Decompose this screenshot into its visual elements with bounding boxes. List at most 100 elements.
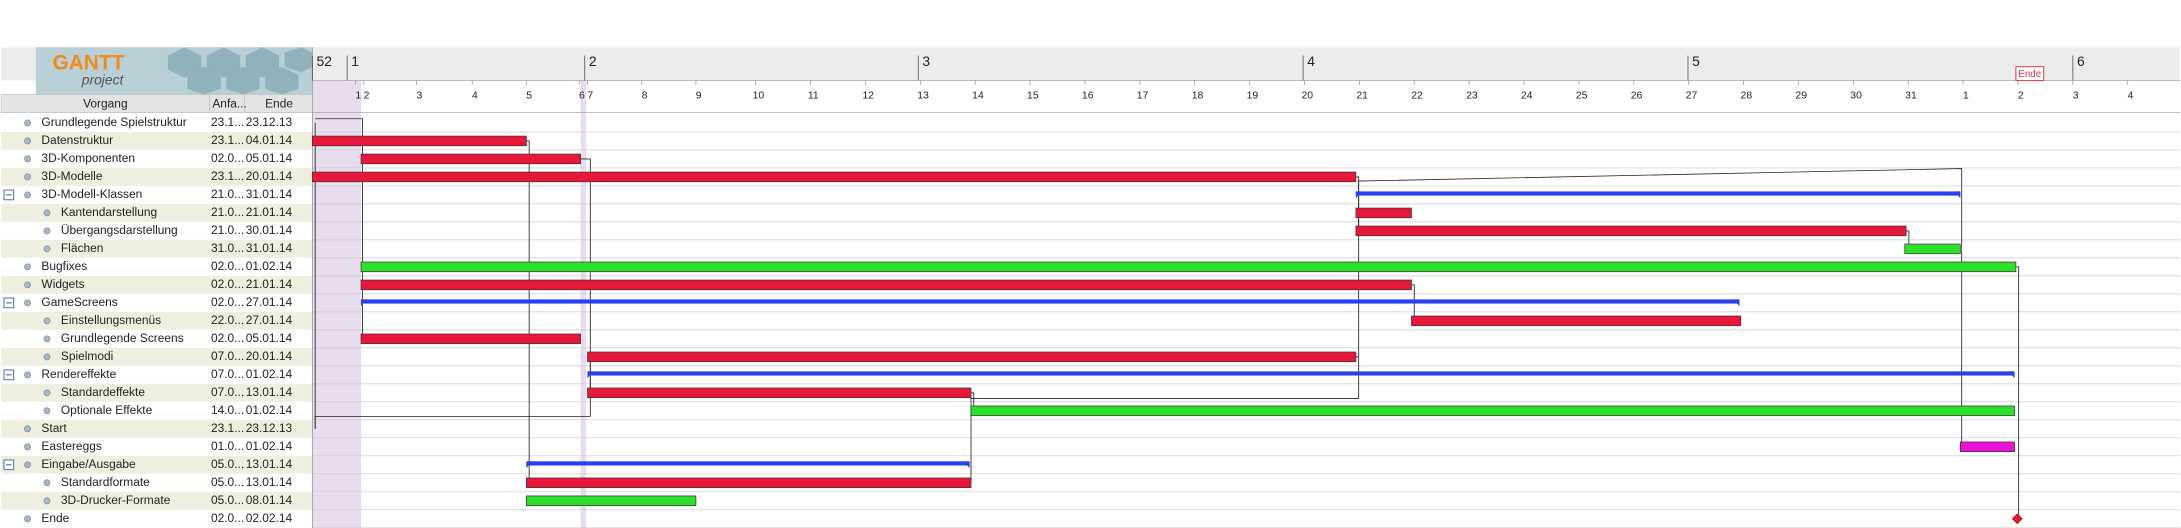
task-bar[interactable] bbox=[587, 387, 972, 399]
table-row bbox=[1, 491, 313, 510]
day-label: 15 bbox=[1027, 91, 1039, 102]
task-start: 05.0... bbox=[211, 493, 244, 507]
task-name[interactable]: Widgets bbox=[41, 277, 84, 291]
task-bar[interactable] bbox=[360, 279, 1412, 291]
task-icon bbox=[43, 407, 51, 415]
milestone[interactable] bbox=[2011, 513, 2023, 525]
table-row bbox=[1, 239, 313, 258]
task-name[interactable]: Optionale Effekte bbox=[61, 403, 153, 417]
week-label: 4 bbox=[1307, 53, 1315, 69]
task-icon bbox=[43, 227, 51, 235]
task-end: 21.01.14 bbox=[246, 205, 293, 219]
task-icon bbox=[43, 317, 51, 325]
table-row bbox=[1, 365, 313, 384]
task-icon bbox=[24, 281, 31, 289]
task-icon bbox=[43, 497, 51, 505]
day-label: 13 bbox=[917, 91, 929, 102]
task-end: 13.01.14 bbox=[246, 475, 293, 489]
task-bar[interactable] bbox=[312, 171, 1357, 183]
task-name[interactable]: Flächen bbox=[61, 241, 103, 255]
task-bar[interactable] bbox=[360, 333, 581, 345]
task-name[interactable]: Ende bbox=[41, 511, 69, 525]
task-bar[interactable] bbox=[1355, 207, 1412, 219]
task-name[interactable]: Grundlegende Screens bbox=[61, 331, 184, 345]
task-name[interactable]: Eingabe/Ausgabe bbox=[41, 457, 136, 471]
task-bar[interactable] bbox=[526, 495, 697, 507]
task-icon bbox=[24, 191, 31, 199]
task-end: 27.01.14 bbox=[246, 313, 293, 327]
task-name[interactable]: Grundlegende Spielstruktur bbox=[41, 115, 186, 129]
table-row bbox=[1, 419, 313, 438]
week-label: 3 bbox=[922, 53, 930, 69]
summary-end bbox=[361, 299, 367, 307]
task-bar[interactable] bbox=[1959, 441, 2015, 453]
day-label: 21 bbox=[1356, 91, 1368, 102]
task-start: 31.0... bbox=[211, 241, 244, 255]
day-label: 17 bbox=[1137, 91, 1149, 102]
task-icon bbox=[24, 425, 31, 433]
task-name[interactable]: 3D-Komponenten bbox=[41, 151, 135, 165]
day-label: 3 bbox=[2073, 91, 2079, 102]
task-name[interactable]: Standardeffekte bbox=[61, 385, 145, 399]
task-name[interactable]: Bugfixes bbox=[41, 259, 87, 273]
summary-end bbox=[964, 461, 970, 469]
task-bar[interactable] bbox=[1355, 225, 1907, 237]
task-name[interactable]: Datenstruktur bbox=[41, 133, 113, 147]
task-bar[interactable] bbox=[1411, 315, 1742, 327]
task-name[interactable]: 3D-Drucker-Formate bbox=[61, 493, 171, 507]
table-row bbox=[1, 329, 313, 348]
task-end: 23.12.13 bbox=[246, 115, 293, 129]
task-bar[interactable] bbox=[526, 477, 972, 489]
task-icon bbox=[24, 299, 31, 307]
summary-bar bbox=[526, 461, 970, 466]
task-name[interactable]: Start bbox=[41, 421, 67, 435]
task-name[interactable]: 3D-Modell-Klassen bbox=[41, 187, 142, 201]
task-start: 07.0... bbox=[211, 349, 244, 363]
day-label: 20 bbox=[1301, 91, 1313, 102]
task-name[interactable]: Einstellungsmenüs bbox=[61, 313, 161, 327]
table-row bbox=[1, 311, 313, 330]
task-end: 30.01.14 bbox=[246, 223, 293, 237]
holiday-shade bbox=[580, 80, 587, 528]
task-name[interactable]: Eastereggs bbox=[41, 439, 101, 453]
task-end: 05.01.14 bbox=[246, 151, 293, 165]
task-end: 31.01.14 bbox=[246, 187, 293, 201]
task-bar[interactable] bbox=[587, 351, 1357, 363]
task-name[interactable]: GameScreens bbox=[41, 295, 117, 309]
milestone-flag-label: Ende bbox=[2018, 69, 2041, 80]
task-name[interactable]: Rendereffekte bbox=[41, 367, 116, 381]
day-label: 16 bbox=[1082, 91, 1094, 102]
task-name[interactable]: 3D-Modelle bbox=[41, 169, 102, 183]
task-end: 20.01.14 bbox=[246, 349, 293, 363]
dependency bbox=[971, 392, 975, 411]
task-name[interactable]: Standardformate bbox=[61, 475, 150, 489]
column-header[interactable]: Vorgang bbox=[83, 96, 127, 110]
task-end: 01.02.14 bbox=[246, 367, 293, 381]
day-label: 4 bbox=[472, 91, 478, 102]
task-icon bbox=[24, 119, 31, 127]
table-row bbox=[1, 437, 313, 456]
summary-end bbox=[1954, 191, 1961, 199]
day-label: 30 bbox=[1850, 91, 1862, 102]
day-label: 8 bbox=[642, 91, 648, 102]
task-end: 23.12.13 bbox=[246, 421, 293, 435]
task-bar[interactable] bbox=[360, 261, 2017, 273]
task-name[interactable]: Kantendarstellung bbox=[61, 205, 157, 219]
day-label: 28 bbox=[1741, 91, 1753, 102]
task-start: 05.0... bbox=[211, 475, 244, 489]
task-name[interactable]: Übergangsdarstellung bbox=[61, 223, 178, 237]
task-start: 02.0... bbox=[211, 331, 244, 345]
task-bar[interactable] bbox=[312, 135, 527, 147]
task-bar[interactable] bbox=[970, 405, 2015, 417]
day-label: 31 bbox=[1905, 91, 1917, 102]
summary-end bbox=[526, 461, 532, 469]
column-header[interactable]: Ende bbox=[265, 96, 293, 110]
task-bar[interactable] bbox=[1904, 243, 1961, 255]
column-header[interactable]: Anfa... bbox=[212, 96, 247, 110]
task-bar[interactable] bbox=[360, 153, 581, 165]
task-icon bbox=[43, 209, 51, 217]
task-name[interactable]: Spielmodi bbox=[61, 349, 113, 363]
table-row bbox=[1, 257, 313, 276]
table-row bbox=[1, 131, 313, 150]
